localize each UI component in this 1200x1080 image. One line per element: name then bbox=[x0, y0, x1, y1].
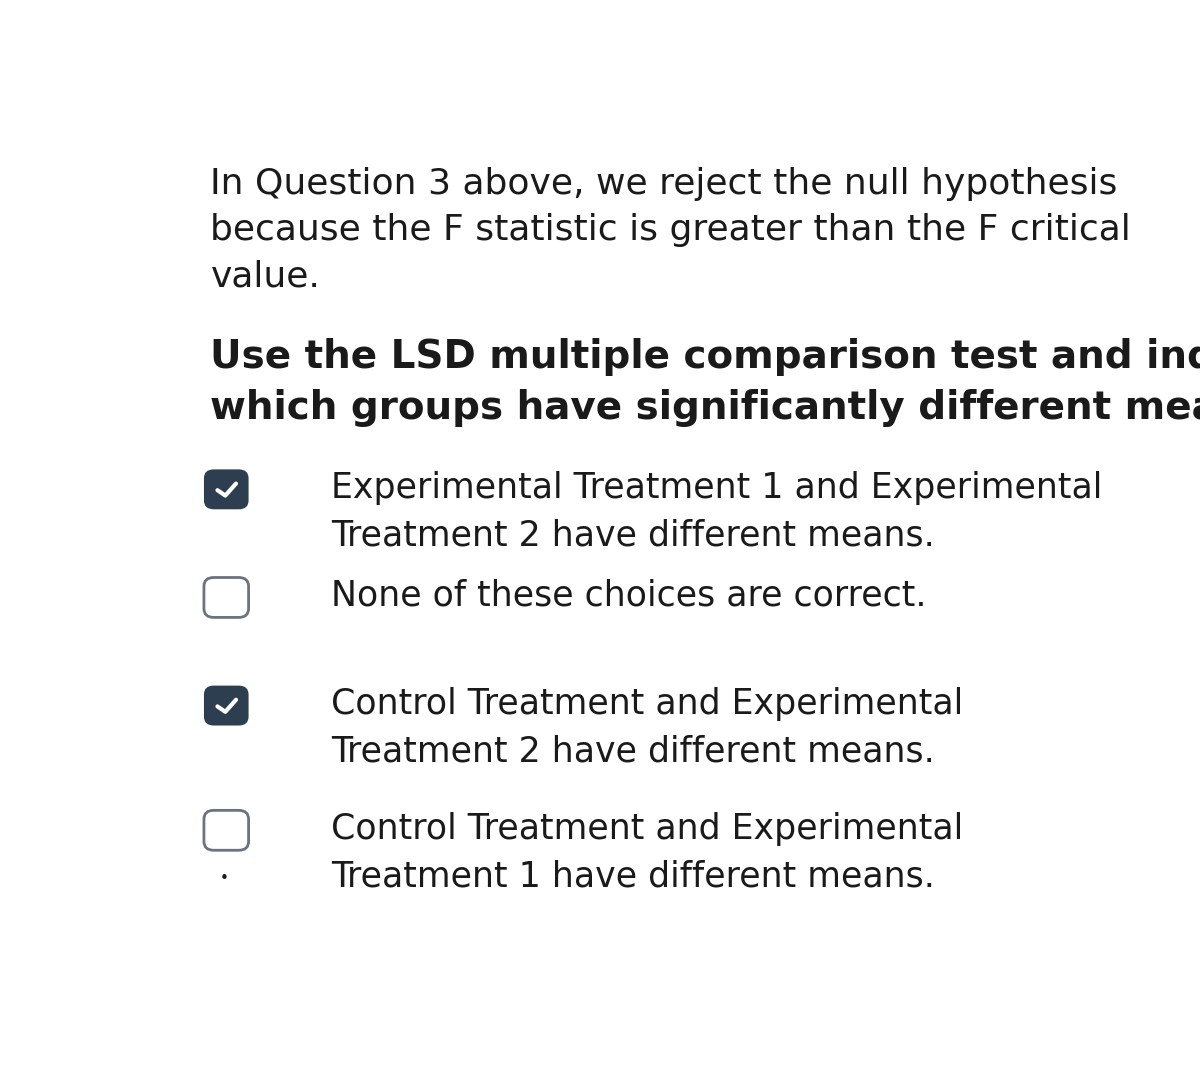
Text: Experimental Treatment 1 and Experimental
Treatment 2 have different means.: Experimental Treatment 1 and Experimenta… bbox=[331, 471, 1103, 552]
FancyBboxPatch shape bbox=[204, 686, 248, 726]
FancyBboxPatch shape bbox=[204, 810, 248, 850]
Text: Control Treatment and Experimental
Treatment 2 have different means.: Control Treatment and Experimental Treat… bbox=[331, 687, 964, 768]
FancyBboxPatch shape bbox=[204, 578, 248, 618]
Text: •: • bbox=[220, 870, 229, 886]
Text: In Question 3 above, we reject the null hypothesis
because the F statistic is gr: In Question 3 above, we reject the null … bbox=[210, 167, 1132, 294]
Text: Control Treatment and Experimental
Treatment 1 have different means.: Control Treatment and Experimental Treat… bbox=[331, 811, 964, 893]
Text: Use the LSD multiple comparison test and indicate
which groups have significantl: Use the LSD multiple comparison test and… bbox=[210, 337, 1200, 427]
FancyBboxPatch shape bbox=[204, 470, 248, 510]
Text: None of these choices are correct.: None of these choices are correct. bbox=[331, 579, 926, 612]
